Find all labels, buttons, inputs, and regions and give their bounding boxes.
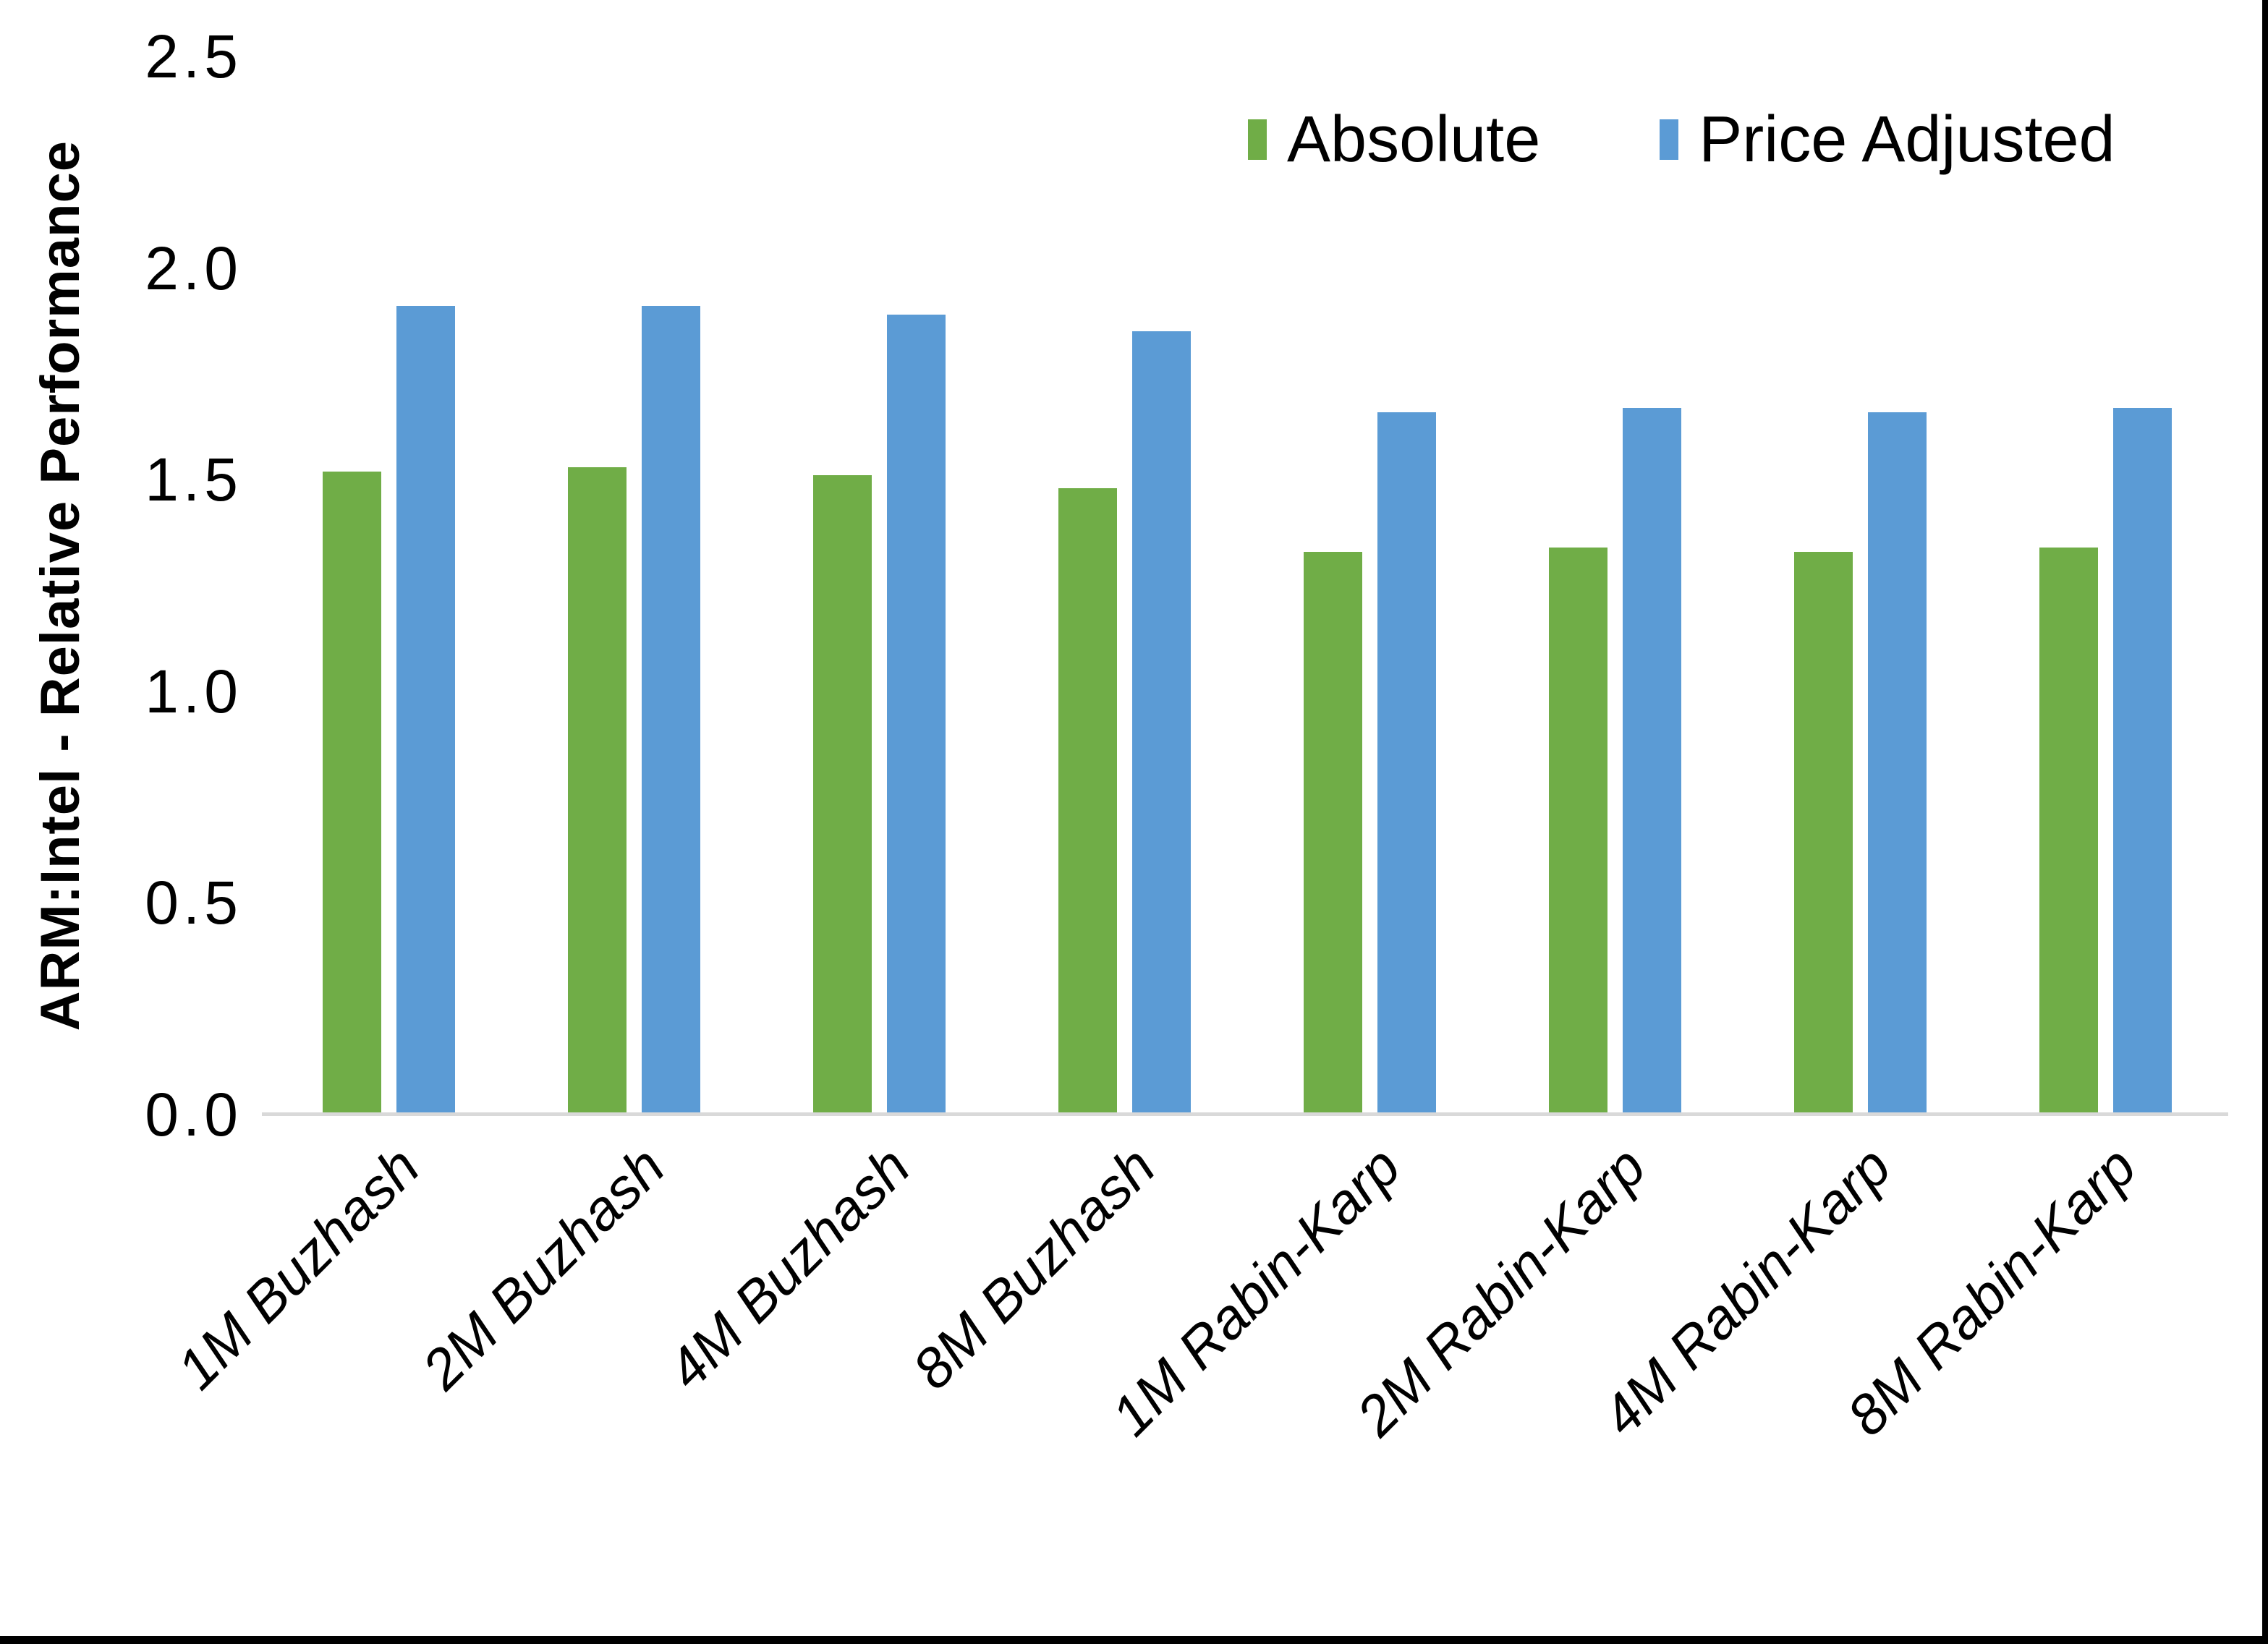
y-axis-ticks: 0.0 0.5 1.0 1.5 2.0 2.5 — [101, 26, 242, 1145]
bar-absolute-4m-buzhash — [813, 475, 872, 1115]
bar-absolute-4m-rabin-karp — [1794, 551, 1853, 1115]
bar-absolute-8m-rabin-karp — [2039, 547, 2098, 1115]
bar-price-adjusted-4m-buzhash — [887, 314, 946, 1115]
x-axis-labels: 1M Buzhash 2M Buzhash 4M Buzhash 8M Buzhash… — [164, 1118, 2228, 1567]
bar-group-2m-buzhash — [511, 56, 757, 1115]
y-tick-label-2-5: 2.5 — [145, 22, 242, 90]
category-label-1m-buzhash: 1M Buzhash — [164, 1134, 432, 1402]
bar-price-adjusted-8m-buzhash — [1132, 331, 1191, 1115]
bar-group-1m-rabin-karp — [1247, 56, 1492, 1115]
y-tick-label-2-0: 2.0 — [145, 234, 242, 302]
x-label-cell-8m-rabin-karp: 8M Rabin-Karp — [1835, 1118, 2228, 1567]
bar-group-4m-rabin-karp — [1738, 56, 1983, 1115]
bar-group-1m-buzhash — [266, 56, 511, 1115]
legend-item-price-adjusted: Price Adjusted — [1660, 107, 2115, 172]
y-tick-label-1-5: 1.5 — [145, 446, 242, 514]
bar-price-adjusted-8m-rabin-karp — [2113, 407, 2172, 1115]
bar-absolute-2m-buzhash — [568, 467, 627, 1115]
legend: Absolute Price Adjusted — [1248, 107, 2115, 172]
legend-item-absolute: Absolute — [1248, 107, 1540, 172]
bar-absolute-1m-buzhash — [323, 471, 381, 1115]
bar-group-8m-buzhash — [1002, 56, 1247, 1115]
bar-price-adjusted-1m-buzhash — [396, 306, 455, 1115]
y-axis-title-text: ARM:Intel - Relative Performance — [29, 140, 91, 1031]
bar-absolute-8m-buzhash — [1058, 487, 1117, 1115]
x-axis-line — [262, 1112, 2228, 1116]
bar-price-adjusted-4m-rabin-karp — [1868, 412, 1927, 1115]
y-axis-title: ARM:Intel - Relative Performance — [20, 56, 100, 1115]
bar-group-8m-rabin-karp — [1983, 56, 2228, 1115]
bar-absolute-2m-rabin-karp — [1549, 547, 1607, 1115]
bar-price-adjusted-2m-buzhash — [642, 306, 700, 1115]
y-tick-label-0-0: 0.0 — [145, 1081, 242, 1149]
y-tick-label-1-0: 1.0 — [145, 657, 242, 725]
bar-absolute-1m-rabin-karp — [1304, 551, 1362, 1115]
plot-area — [262, 56, 2228, 1116]
bar-group-4m-buzhash — [757, 56, 1002, 1115]
bar-price-adjusted-2m-rabin-karp — [1623, 407, 1681, 1115]
legend-swatch-price-adjusted — [1660, 119, 1679, 160]
legend-swatch-absolute — [1248, 119, 1267, 160]
bar-price-adjusted-1m-rabin-karp — [1377, 412, 1436, 1115]
bar-group-2m-rabin-karp — [1492, 56, 1738, 1115]
y-tick-label-0-5: 0.5 — [145, 869, 242, 937]
legend-label-absolute: Absolute — [1287, 103, 1541, 176]
legend-label-price-adjusted: Price Adjusted — [1699, 103, 2115, 176]
